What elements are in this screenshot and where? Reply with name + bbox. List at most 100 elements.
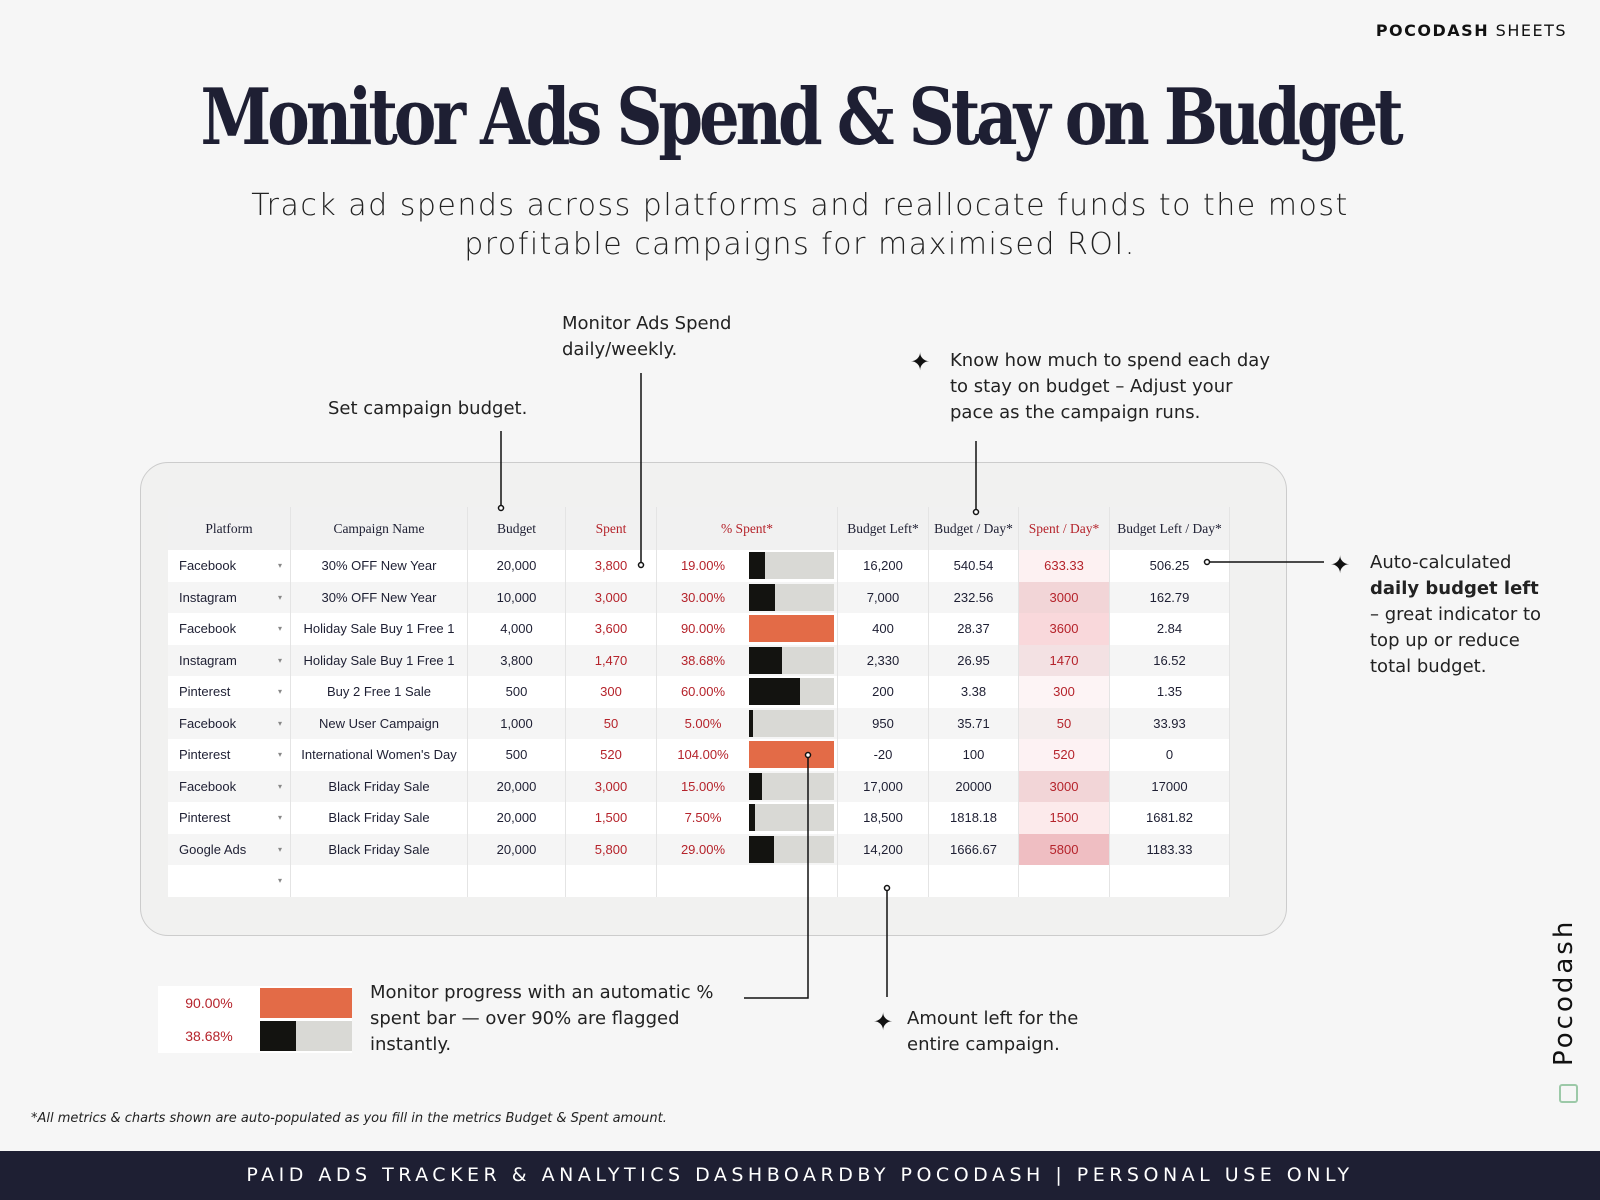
cell-value: International Women's Day (301, 747, 457, 763)
percent-spent: 60.00% (680, 684, 726, 700)
column-header: Spent (566, 507, 657, 550)
dropdown-arrow-icon[interactable]: ▾ (277, 750, 282, 760)
dropdown-arrow-icon[interactable]: ▾ (277, 718, 282, 728)
table-cell[interactable]: 20,000 (468, 833, 566, 865)
dropdown-arrow-icon[interactable]: ▾ (277, 844, 282, 854)
sparkle-icon: ✦ (910, 348, 931, 376)
table-cell: 28.37 (929, 613, 1019, 645)
table-cell[interactable]: Buy 2 Free 1 Sale (291, 676, 468, 708)
table-cell[interactable] (566, 865, 657, 897)
column-header: Budget Left / Day* (1110, 507, 1230, 550)
ads-table: Platform Campaign Name Budget Spent% Spent*… (168, 507, 1230, 897)
table-cell[interactable]: 1,000 (468, 707, 566, 739)
platform-select[interactable]: ▾ Pinterest (168, 802, 291, 834)
platform-select[interactable]: ▾ Google Ads (168, 833, 291, 865)
table-cell[interactable]: 520 (566, 739, 657, 771)
table-cell[interactable]: Black Friday Sale (291, 770, 468, 802)
table-row: ▾ (168, 865, 1230, 897)
dropdown-arrow-icon[interactable]: ▾ (277, 561, 282, 571)
table-cell: 950 (838, 707, 929, 739)
platform-select[interactable]: ▾ Facebook (168, 707, 291, 739)
logo-icon (1559, 1084, 1578, 1103)
dropdown-arrow-icon[interactable]: ▾ (277, 813, 282, 823)
table-cell[interactable]: New User Campaign (291, 707, 468, 739)
table-cell[interactable]: Black Friday Sale (291, 802, 468, 834)
sparkle-icon: ✦ (1330, 551, 1351, 579)
cell-value: 1666.67 (950, 841, 997, 857)
percent-spent: 104.00% (677, 747, 729, 763)
table-cell[interactable]: 30% OFF New Year (291, 550, 468, 582)
table-cell: 5800 (1019, 833, 1110, 865)
table-cell[interactable]: 10,000 (468, 581, 566, 613)
cell-value: 3000 (1049, 589, 1079, 605)
sparkle-icon: ✦ (873, 1008, 894, 1036)
platform-select[interactable]: ▾ Pinterest (168, 676, 291, 708)
table-cell[interactable]: 3,600 (566, 613, 657, 645)
cell-value: 20000 (955, 778, 992, 794)
table-cell (929, 865, 1019, 897)
table-cell[interactable]: 3,000 (566, 581, 657, 613)
table-cell[interactable]: 1,500 (566, 802, 657, 834)
cell-value: 3000 (1049, 778, 1079, 794)
table-cell: 1666.67 (929, 833, 1019, 865)
table-cell[interactable]: Black Friday Sale (291, 833, 468, 865)
table-cell (1019, 865, 1110, 897)
table-cell[interactable]: Holiday Sale Buy 1 Free 1 (291, 644, 468, 676)
table-cell[interactable]: 5,800 (566, 833, 657, 865)
table-cell: 232.56 (929, 581, 1019, 613)
platform-select[interactable]: ▾ Facebook (168, 613, 291, 645)
cell-value: 10,000 (496, 589, 537, 605)
dropdown-arrow-icon[interactable]: ▾ (277, 655, 282, 665)
dropdown-arrow-icon[interactable]: ▾ (277, 781, 282, 791)
table-cell[interactable]: 3,800 (566, 550, 657, 582)
table-cell[interactable] (468, 865, 566, 897)
platform-select[interactable]: ▾ Facebook (168, 770, 291, 802)
table-cell: 3.38 (929, 676, 1019, 708)
platform-select[interactable]: ▾ Pinterest (168, 739, 291, 771)
spent-progress-bar (749, 552, 834, 580)
cell-value: Buy 2 Free 1 Sale (326, 684, 432, 700)
table-cell[interactable]: 1,470 (566, 644, 657, 676)
platform-select[interactable]: ▾ Facebook (168, 550, 291, 582)
table-cell: 2.84 (1110, 613, 1230, 645)
table-row: ▾ Instagram Holiday Sale Buy 1 Free 1 3,800… (168, 644, 1230, 676)
table-cell[interactable]: 50 (566, 707, 657, 739)
table-cell: 29.00% (657, 833, 838, 865)
cell-value: 1183.33 (1146, 841, 1193, 857)
table-cell[interactable]: International Women's Day (291, 739, 468, 771)
dropdown-arrow-icon[interactable]: ▾ (277, 876, 282, 886)
table-cell[interactable]: 500 (468, 739, 566, 771)
table-cell: 90.00% (657, 613, 838, 645)
table-cell: 0 (1110, 739, 1230, 771)
table-cell[interactable]: 20,000 (468, 770, 566, 802)
column-header: Budget Left* (838, 507, 929, 550)
platform-select[interactable]: ▾ Instagram (168, 581, 291, 613)
dropdown-arrow-icon[interactable]: ▾ (277, 624, 282, 634)
dropdown-arrow-icon[interactable]: ▾ (277, 687, 282, 697)
table-cell[interactable]: Holiday Sale Buy 1 Free 1 (291, 613, 468, 645)
cell-value: 17,000 (863, 778, 903, 794)
table-cell[interactable]: 30% OFF New Year (291, 581, 468, 613)
table-cell: 162.79 (1110, 581, 1230, 613)
table-cell[interactable]: 300 (566, 676, 657, 708)
dropdown-arrow-icon[interactable]: ▾ (277, 592, 282, 602)
table-cell[interactable]: 3,800 (468, 644, 566, 676)
cell-value: 17000 (1151, 778, 1188, 794)
table-row: ▾ Facebook 30% OFF New Year 20,000 3,800 19.0… (168, 550, 1230, 582)
cell-value: 232.56 (953, 589, 994, 605)
table-cell[interactable]: 500 (468, 676, 566, 708)
cell-value: -20 (873, 747, 893, 763)
cell-value: 1470 (1049, 652, 1079, 668)
percent-spent: 29.00% (680, 841, 726, 857)
platform-select[interactable]: ▾ (168, 865, 291, 897)
table-cell[interactable] (291, 865, 468, 897)
cell-value: 162.79 (1149, 589, 1190, 605)
platform-value: Instagram (179, 652, 237, 668)
table-cell[interactable]: 20,000 (468, 550, 566, 582)
table-cell[interactable]: 3,000 (566, 770, 657, 802)
table-cell[interactable]: 4,000 (468, 613, 566, 645)
table-cell[interactable]: 20,000 (468, 802, 566, 834)
spent-progress-bar (260, 1020, 352, 1051)
platform-select[interactable]: ▾ Instagram (168, 644, 291, 676)
cell-value: 633.33 (1044, 558, 1084, 574)
